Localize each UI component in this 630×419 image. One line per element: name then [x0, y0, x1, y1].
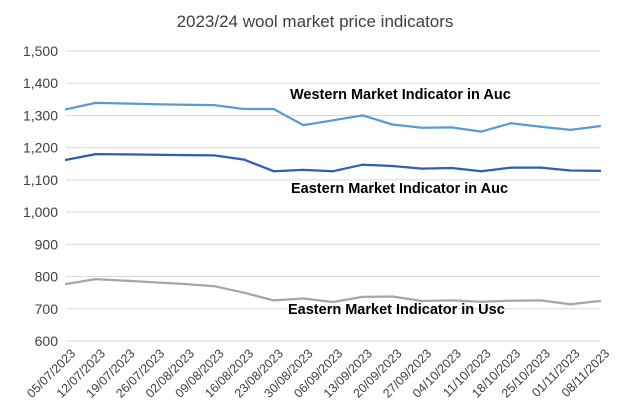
data-point	[598, 299, 602, 303]
data-point	[480, 169, 483, 173]
series-annotations: Western Market Indicator in Auc Eastern M…	[288, 87, 511, 318]
data-point	[509, 121, 513, 125]
data-point	[124, 102, 127, 105]
data-point	[272, 107, 275, 111]
data-point	[183, 103, 186, 107]
data-point	[302, 297, 305, 300]
series-annotation: Eastern Market Indicator in Auc	[291, 181, 508, 197]
data-point	[539, 166, 542, 169]
y-tick-label: 1,200	[23, 140, 58, 156]
data-point	[302, 168, 305, 172]
data-point	[153, 281, 157, 284]
series-line-0	[65, 101, 601, 133]
data-point	[183, 153, 186, 157]
data-point	[361, 295, 364, 299]
data-point	[361, 114, 364, 117]
data-point	[94, 152, 97, 156]
data-point	[124, 279, 127, 282]
y-tick-label: 1,100	[23, 172, 58, 188]
series-annotation: Eastern Market Indicator in Usc	[288, 302, 505, 318]
data-point	[391, 295, 394, 298]
y-tick-label: 700	[35, 301, 59, 317]
y-tick-label: 1,000	[23, 204, 58, 220]
data-point	[420, 167, 424, 170]
y-tick-label: 600	[35, 333, 59, 349]
y-tick-label: 1,500	[23, 43, 58, 59]
data-point	[331, 169, 335, 173]
data-point	[509, 166, 513, 169]
data-point	[242, 107, 246, 111]
data-point	[124, 153, 127, 156]
series-line-2	[65, 277, 601, 306]
data-point	[272, 169, 275, 173]
data-point	[450, 166, 453, 170]
data-point	[450, 126, 453, 129]
gridlines	[66, 50, 600, 342]
data-point	[153, 153, 157, 156]
data-point	[213, 154, 216, 157]
data-point	[569, 303, 572, 306]
data-point	[539, 299, 542, 302]
data-point	[213, 103, 216, 107]
data-point	[391, 123, 394, 126]
data-point	[64, 282, 68, 286]
data-point	[64, 108, 68, 111]
data-point	[598, 124, 602, 128]
data-point	[242, 291, 246, 294]
data-point	[361, 163, 364, 166]
data-point	[213, 285, 216, 288]
data-point	[302, 123, 305, 127]
data-point	[509, 299, 513, 302]
data-point	[331, 119, 335, 122]
data-point	[242, 158, 246, 161]
data-point	[539, 125, 542, 128]
y-tick-label: 900	[35, 236, 59, 252]
data-point	[420, 299, 424, 303]
y-tick-label: 800	[35, 269, 59, 285]
data-point	[94, 101, 97, 105]
data-point	[480, 300, 483, 303]
data-point	[391, 164, 394, 168]
chart-title: 2023/24 wool market price indicators	[177, 12, 454, 31]
data-point	[450, 299, 453, 302]
series-annotation: Western Market Indicator in Auc	[290, 87, 511, 103]
data-point	[183, 282, 186, 286]
x-axis-ticks: 05/07/202312/07/202319/07/202326/07/2023…	[24, 346, 612, 400]
data-point	[569, 169, 572, 172]
y-axis-ticks: 1,500 1,400 1,300 1,200 1,100 1,000 900 800 700 6…	[23, 43, 58, 349]
y-tick-label: 1,400	[23, 75, 58, 91]
data-point	[331, 300, 335, 304]
series-lines	[64, 101, 602, 306]
data-point	[94, 277, 97, 281]
series-line-1	[65, 152, 601, 173]
data-point	[598, 169, 602, 173]
data-point	[64, 158, 68, 162]
data-point	[272, 299, 275, 302]
data-point	[153, 102, 157, 106]
data-point	[480, 130, 483, 133]
data-point	[569, 128, 572, 132]
y-tick-label: 1,300	[23, 107, 58, 123]
data-point	[420, 126, 424, 129]
